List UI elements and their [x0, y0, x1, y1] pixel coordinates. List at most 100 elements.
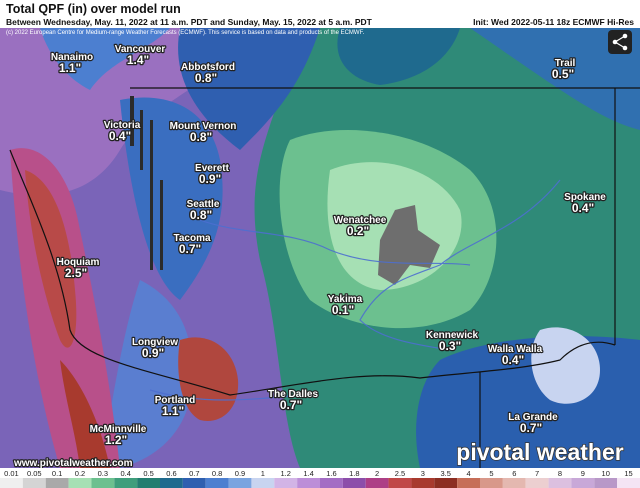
city-name: Wenatchee — [334, 215, 387, 226]
subtitle: Between Wednesday, May. 11, 2022 at 11 a… — [6, 17, 373, 27]
colorbar-label: 0.4 — [120, 469, 130, 478]
colorbar-label: 3.5 — [440, 469, 450, 478]
colorbar-label: 1.8 — [349, 469, 359, 478]
city-qpf: 0.1" — [332, 303, 354, 317]
colorbar-label: 0.2 — [75, 469, 85, 478]
colorbar-swatch — [480, 478, 503, 488]
city-name: Yakima — [328, 294, 363, 305]
city-qpf: 0.4" — [572, 201, 594, 215]
city-qpf: 0.9" — [142, 346, 164, 360]
city-name: The Dalles — [268, 389, 318, 400]
colorbar-swatch — [205, 478, 229, 488]
colorbar-swatch — [0, 478, 23, 488]
city-name: Mount Vernon — [170, 121, 237, 132]
city-name: Victoria — [104, 120, 141, 131]
colorbar-swatch — [365, 478, 389, 488]
colorbar-label: 0.3 — [98, 469, 108, 478]
colorbar-swatch — [594, 478, 618, 488]
city-qpf: 0.4" — [109, 129, 131, 143]
colorbar-label: 0.1 — [52, 469, 62, 478]
colorbar-swatch — [388, 478, 412, 488]
colorbar-label: 0.7 — [189, 469, 199, 478]
colorbar-swatch — [297, 478, 320, 488]
city-qpf: 1.4" — [127, 53, 149, 67]
colorbar-swatch — [434, 478, 458, 488]
colorbar-swatch — [342, 478, 366, 488]
colorbar-label: 5 — [489, 469, 493, 478]
map — [0, 28, 640, 469]
colorbar-swatch — [68, 478, 92, 488]
city-name: Trail — [555, 58, 576, 69]
city-name: Hoquiam — [57, 257, 100, 268]
city-qpf: 0.9" — [199, 172, 221, 186]
colorbar-swatch — [114, 478, 138, 488]
title: Total QPF (in) over model run — [6, 2, 181, 16]
city-name: Abbotsford — [181, 62, 235, 73]
colorbar-label: 1.4 — [303, 469, 313, 478]
colorbar-label: 0.9 — [235, 469, 245, 478]
city-qpf: 0.8" — [195, 71, 217, 85]
city-name: Portland — [155, 395, 196, 406]
colorbar-label: 0.8 — [212, 469, 222, 478]
colorbar-swatch — [457, 478, 480, 488]
city-qpf: 0.7" — [179, 242, 201, 256]
colorbar-label: 2 — [375, 469, 379, 478]
colorbar-label: 3 — [421, 469, 425, 478]
colorbar-label: 0.6 — [166, 469, 176, 478]
colorbar-label: 4 — [466, 469, 470, 478]
colorbar-swatch — [182, 478, 206, 488]
city-qpf: 0.8" — [190, 208, 212, 222]
logo: pivotal weather — [456, 439, 623, 465]
colorbar-swatch — [617, 478, 640, 488]
city-name: Vancouver — [115, 44, 166, 55]
city-labels: Nanaimo1.1"Vancouver1.4"Abbotsford0.8"Vi… — [50, 43, 608, 449]
colorbar-swatch — [548, 478, 572, 488]
share-button[interactable] — [608, 30, 632, 54]
colorbar-swatch — [571, 478, 595, 488]
colorbar-swatch — [320, 478, 343, 488]
colorbar-swatch — [22, 478, 46, 488]
colorbar-swatch — [411, 478, 435, 488]
city-name: Seattle — [187, 199, 220, 210]
colorbar-label: 6 — [512, 469, 516, 478]
colorbar-label: 0.01 — [4, 469, 19, 478]
city-name: La Grande — [508, 412, 558, 423]
colorbar-label: 15 — [624, 469, 632, 478]
city-qpf: 0.7" — [280, 398, 302, 412]
colorbar-label: 9 — [581, 469, 585, 478]
colorbar-label: 8 — [558, 469, 562, 478]
city-qpf: 2.5" — [65, 266, 87, 280]
colorbar-label: 1.2 — [280, 469, 290, 478]
colorbar-swatch — [251, 478, 275, 488]
copyright: (c) 2022 European Centre for Medium-rang… — [6, 30, 365, 36]
city-qpf: 0.4" — [502, 353, 524, 367]
city-name: Kennewick — [426, 330, 479, 341]
city-name: Longview — [132, 337, 178, 348]
colorbar-swatch — [274, 478, 298, 488]
city-qpf: 1.2" — [105, 433, 127, 447]
city-qpf: 1.1" — [162, 404, 184, 418]
colorbar-label: 0.5 — [143, 469, 153, 478]
city-name: Everett — [195, 163, 230, 174]
colorbar-label: 1.6 — [326, 469, 336, 478]
website: www.pivotalweather.com — [13, 458, 133, 469]
header-bg — [0, 0, 640, 30]
colorbar-label: 7 — [535, 469, 539, 478]
colorbar-label: 10 — [602, 469, 610, 478]
city-qpf: 0.7" — [520, 421, 542, 435]
city-qpf: 0.2" — [347, 224, 369, 238]
city-qpf: 1.1" — [59, 61, 81, 75]
city-name: Spokane — [564, 192, 606, 203]
colorbar-label: 2.5 — [395, 469, 405, 478]
colorbar-swatch — [137, 478, 160, 488]
colorbar-swatch — [160, 478, 183, 488]
colorbar-swatch — [502, 478, 526, 488]
colorbar-swatch — [525, 478, 549, 488]
colorbar-label: 0.05 — [27, 469, 42, 478]
colorbar-swatch — [45, 478, 69, 488]
city-name: McMinnville — [90, 424, 147, 435]
city-name: Tacoma — [173, 233, 210, 244]
city-name: Walla Walla — [488, 344, 543, 355]
